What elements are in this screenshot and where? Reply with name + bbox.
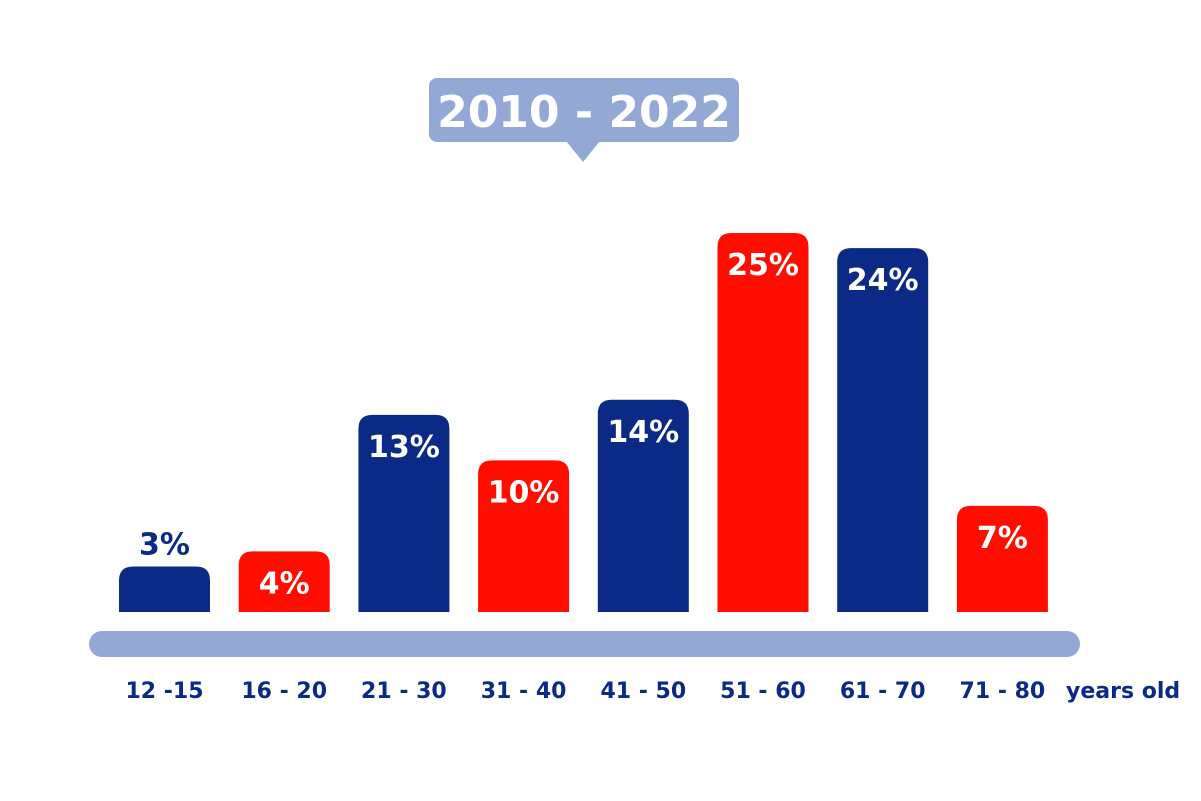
bar-value-label: 4% [259, 566, 310, 601]
bar-31-40 [478, 460, 570, 612]
bar-61-70 [837, 248, 929, 612]
x-axis-label: years old [1066, 679, 1180, 704]
title-callout-box [429, 78, 739, 142]
bar-21-30 [358, 414, 450, 612]
category-tick-label: 21 - 30 [361, 679, 447, 704]
category-tick-label: 61 - 70 [840, 679, 926, 704]
bar-71-80 [956, 505, 1048, 612]
bar-value-label: 7% [977, 521, 1028, 556]
chart-title: 2010 - 2022 [437, 87, 731, 138]
bar-41-50 [597, 399, 689, 612]
category-tick-label: 71 - 80 [960, 679, 1046, 704]
bar-16-20 [238, 551, 330, 612]
bar-value-label: 3% [139, 528, 190, 563]
title-callout-pointer [566, 141, 600, 162]
chart-title-callout: 2010 - 2022 [429, 78, 739, 162]
value-labels-group: 3% 4% 13% 10% 14% 25% 24% 7% [139, 248, 1028, 601]
category-tick-label: 31 - 40 [481, 679, 567, 704]
category-labels-group: 12 -15 16 - 20 21 - 30 31 - 40 41 - 50 51 - 6… [125, 679, 1045, 704]
bar-value-label: 13% [368, 430, 440, 465]
category-tick-label: 12 -15 [125, 679, 203, 704]
bars-group [119, 233, 1048, 612]
bar-value-label: 25% [727, 248, 799, 283]
category-tick-label: 16 - 20 [241, 679, 327, 704]
bar-value-label: 14% [607, 415, 679, 450]
x-axis-line [89, 631, 1080, 657]
bar-12-15 [119, 566, 210, 612]
bar-value-label: 10% [488, 475, 560, 510]
bar-value-label: 24% [847, 263, 919, 298]
bar-51-60 [717, 233, 809, 612]
category-tick-label: 41 - 50 [600, 679, 686, 704]
category-tick-label: 51 - 60 [720, 679, 806, 704]
